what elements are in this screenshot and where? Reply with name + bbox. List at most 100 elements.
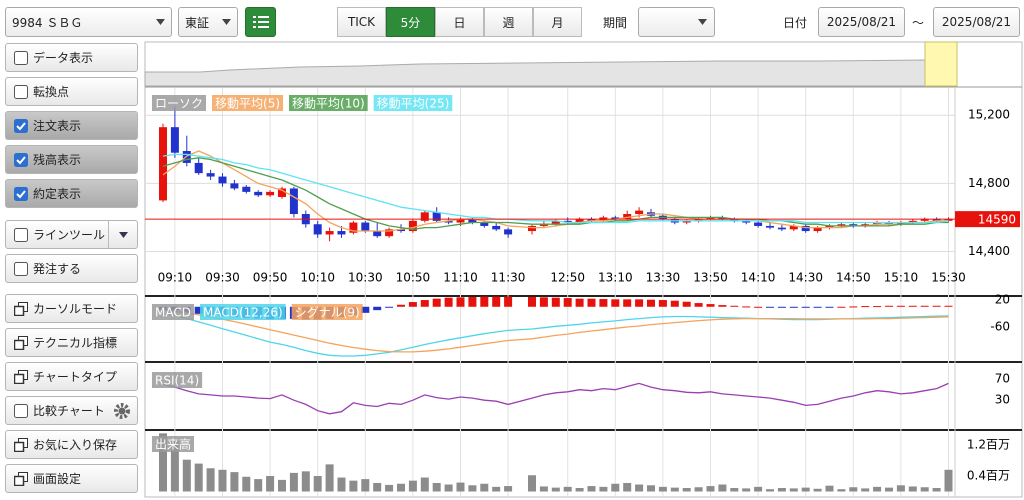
candle-body xyxy=(635,210,644,215)
x-tick-label: 10:30 xyxy=(348,271,383,285)
legend-label: ローソク xyxy=(155,97,203,111)
candle-body xyxy=(539,224,548,226)
candle-body xyxy=(789,225,798,230)
dropdown-arrow xyxy=(222,19,231,25)
volume-bar xyxy=(563,486,572,492)
sidebar-button[interactable]: 転換点 xyxy=(5,77,138,106)
candle-body xyxy=(266,191,275,196)
histogram-bar xyxy=(944,305,953,307)
histogram-bar xyxy=(218,306,227,317)
sidebar-label: 残高表示 xyxy=(33,153,82,167)
sidebar-button[interactable]: 残高表示 xyxy=(5,145,138,174)
sidebar-button[interactable]: カーソルモード xyxy=(5,294,138,323)
candle-body xyxy=(932,219,941,221)
histogram-bar xyxy=(528,297,536,307)
histogram-bar xyxy=(206,306,215,316)
period-label: 期間 xyxy=(603,16,628,30)
histogram-bar xyxy=(932,305,941,307)
volume-bar xyxy=(754,486,763,492)
histogram-bar xyxy=(766,306,774,308)
period-select[interactable] xyxy=(638,7,715,37)
candle-body xyxy=(504,229,513,235)
symbol-select[interactable]: 9984 ＳＢＧ xyxy=(5,7,172,37)
histogram-bar xyxy=(754,306,763,308)
histogram-bar xyxy=(730,305,739,307)
interval-button[interactable]: 5分 xyxy=(386,7,435,37)
sidebar-label: ラインツール xyxy=(33,228,106,242)
volume-bar xyxy=(278,479,286,492)
overview-window xyxy=(924,41,958,87)
x-tick-label: 13:50 xyxy=(693,271,728,285)
sidebar-button[interactable]: 注文表示 xyxy=(5,111,138,140)
candle-body xyxy=(623,214,632,220)
x-tick-label: 12:50 xyxy=(550,271,585,285)
legend-box xyxy=(199,304,286,320)
volume-bar xyxy=(194,463,203,492)
candle-body xyxy=(849,224,858,226)
sidebar-button[interactable]: お気に入り保存 xyxy=(5,430,138,459)
histogram-bar xyxy=(658,300,667,307)
candle-body xyxy=(218,176,227,184)
dropdown-arrow xyxy=(156,19,165,25)
volume-bar xyxy=(611,483,620,492)
sidebar-label: 転換点 xyxy=(33,85,70,99)
candle-body xyxy=(920,219,929,221)
volume-bar xyxy=(873,486,882,492)
market: 東証 xyxy=(185,15,210,30)
histogram-bar xyxy=(289,306,298,319)
candle-body xyxy=(885,222,893,225)
x-tick-label: 14:30 xyxy=(788,271,823,285)
sidebar-button[interactable]: チャートタイプ xyxy=(5,362,138,391)
volume-bar xyxy=(230,472,239,492)
histogram-bar xyxy=(635,299,644,307)
histogram-bar xyxy=(254,306,263,319)
checkbox xyxy=(14,152,28,167)
sidebar-button[interactable]: データ表示 xyxy=(5,43,138,72)
sidebar-label: お気に入り保存 xyxy=(33,438,118,452)
checkbox xyxy=(14,227,28,242)
sidebar-label: データ表示 xyxy=(33,51,94,65)
candle-body xyxy=(159,127,167,201)
checkbox xyxy=(14,84,28,99)
date-from[interactable]: 2025/08/21 xyxy=(818,7,905,37)
date-to[interactable]: 2025/08/21 xyxy=(933,7,1020,37)
sidebar-button[interactable]: ラインツール xyxy=(5,220,138,249)
y-tick-label: 20 xyxy=(995,293,1010,307)
list-button[interactable] xyxy=(245,7,276,37)
chart-frame xyxy=(144,41,1023,498)
volume-bar xyxy=(861,488,870,492)
x-tick-label: 11:30 xyxy=(491,271,526,285)
volume-bar xyxy=(254,479,263,492)
candle-body xyxy=(813,227,822,232)
histogram-bar xyxy=(278,306,286,319)
sidebar-button[interactable]: テクニカル指標 xyxy=(5,328,138,357)
candle-body xyxy=(742,220,751,223)
interval-button[interactable]: 日 xyxy=(435,7,484,37)
sidebar-label: テクニカル指標 xyxy=(33,336,118,350)
interval-button[interactable]: TICK xyxy=(337,7,386,37)
window-icon xyxy=(14,437,28,452)
volume-bar xyxy=(301,471,310,492)
histogram-bar xyxy=(777,306,786,308)
sidebar-button[interactable]: 約定表示 xyxy=(5,179,138,208)
volume-bar xyxy=(658,486,667,492)
sidebar-button[interactable]: 発注する xyxy=(5,254,138,283)
interval-button[interactable]: 週 xyxy=(484,7,533,37)
candle-body xyxy=(420,212,429,221)
market-select[interactable]: 東証 xyxy=(178,7,238,37)
interval-button[interactable]: 月 xyxy=(533,7,582,37)
series-line xyxy=(162,312,949,357)
volume-bar xyxy=(313,475,322,492)
sidebar-button[interactable]: 画面設定 xyxy=(5,464,138,493)
x-tick-label: 11:10 xyxy=(443,271,478,285)
volume-bar xyxy=(420,477,429,492)
histogram-bar xyxy=(504,296,513,307)
sidebar-label: チャートタイプ xyxy=(33,370,117,384)
volume-bar xyxy=(575,488,584,492)
histogram-bar xyxy=(885,305,893,307)
histogram-bar xyxy=(408,302,417,307)
candle-body xyxy=(575,219,584,223)
sidebar-button[interactable]: 比較チャート xyxy=(5,396,138,425)
volume-bar xyxy=(242,476,251,492)
candle-body xyxy=(777,227,786,230)
